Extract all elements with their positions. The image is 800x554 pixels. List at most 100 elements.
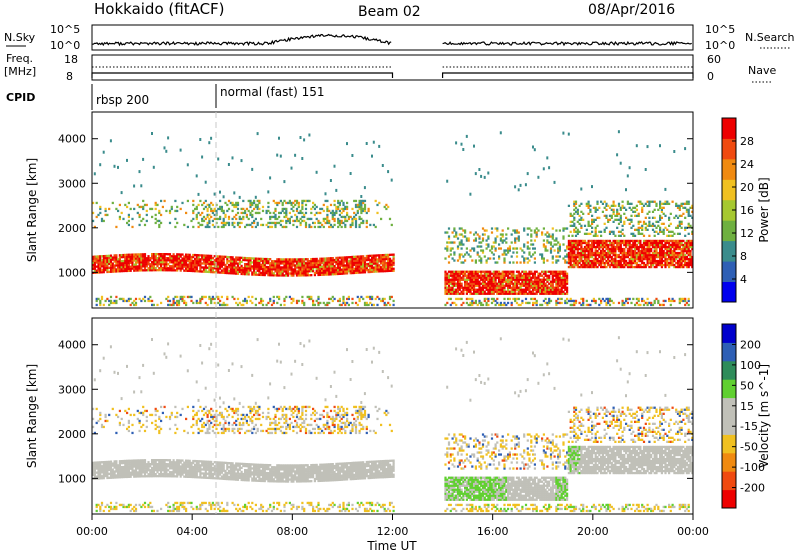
heatmap-cell	[637, 214, 640, 217]
heatmap-cell	[446, 276, 449, 279]
heatmap-cell	[376, 262, 379, 265]
heatmap-cell	[560, 301, 563, 305]
heatmap-cell	[619, 230, 622, 233]
heatmap-cell	[644, 247, 647, 251]
heatmap-cell	[603, 243, 606, 247]
heatmap-cell	[639, 257, 642, 261]
heatmap-cell	[549, 282, 553, 285]
heatmap-cell	[496, 301, 499, 305]
heatmap-cell	[219, 259, 222, 262]
heatmap-cell	[567, 299, 570, 303]
heatmap-cell	[503, 290, 506, 293]
heatmap-cell	[165, 267, 168, 270]
heatmap-cell	[344, 225, 347, 229]
heatmap-cell	[641, 299, 644, 303]
heatmap-cell	[278, 258, 281, 261]
heatmap-cell	[240, 256, 243, 259]
heatmap-cell	[292, 219, 295, 223]
heatmap-cell	[244, 269, 247, 272]
heatmap-cell	[460, 243, 463, 246]
heatmap-cell	[213, 261, 216, 264]
heatmap-cell	[290, 270, 293, 273]
heatmap-cell	[151, 261, 154, 264]
heatmap-cell	[583, 255, 587, 259]
heatmap-cell	[480, 245, 483, 248]
heatmap-cell	[192, 265, 195, 269]
heatmap-cell	[224, 255, 227, 258]
heatmap-cell	[642, 261, 646, 265]
heatmap-cell	[113, 258, 116, 261]
heatmap-cell	[238, 262, 241, 265]
heatmap-cell	[666, 200, 669, 203]
heatmap-cell	[646, 261, 649, 265]
heatmap-cell	[269, 299, 272, 303]
heatmap-cell	[485, 303, 488, 307]
heatmap-cell	[100, 295, 104, 299]
heatmap-cell	[569, 245, 572, 249]
heatmap-cell	[168, 209, 172, 213]
heatmap-cell	[490, 282, 494, 285]
heatmap-cell	[194, 270, 197, 273]
heatmap-cell	[625, 216, 628, 219]
heatmap-cell	[562, 286, 565, 289]
heatmap-cell	[480, 270, 483, 273]
heatmap-cell	[465, 237, 468, 240]
heatmap-cell	[583, 257, 587, 261]
heatmap-cell	[492, 270, 495, 273]
heatmap-cell	[621, 232, 624, 235]
heatmap-cell	[329, 259, 333, 262]
heatmap-cell	[625, 239, 628, 243]
heatmap-cell	[456, 270, 460, 273]
heatmap-cell	[478, 301, 481, 305]
heatmap-cell	[247, 261, 250, 264]
heatmap-cell	[668, 234, 671, 237]
heatmap-cell	[136, 267, 139, 270]
heatmap-cell	[621, 299, 624, 303]
heatmap-cell	[464, 282, 467, 285]
heatmap-cell	[256, 259, 259, 262]
heatmap-cell	[340, 211, 343, 215]
heatmap-cell	[480, 286, 483, 289]
heatmap-cell	[126, 259, 129, 262]
heatmap-cell	[485, 276, 488, 279]
heatmap-cell	[208, 205, 211, 209]
heatmap-cell	[315, 217, 318, 221]
heatmap-cell	[608, 263, 612, 267]
heatmap-cell	[333, 164, 336, 168]
heatmap-cell	[610, 261, 613, 265]
heatmap-cell	[265, 272, 268, 275]
heatmap-cell	[566, 301, 569, 305]
heatmap-cell	[201, 258, 204, 261]
heatmap-cell	[583, 224, 587, 227]
heatmap-cell	[206, 270, 209, 273]
heatmap-cell	[456, 237, 460, 240]
heatmap-cell	[138, 297, 141, 301]
heatmap-cell	[93, 259, 96, 262]
heatmap-cell	[668, 297, 671, 301]
heatmap-cell	[117, 266, 120, 269]
heatmap-cell	[641, 247, 644, 251]
heatmap-cell	[267, 221, 270, 225]
heatmap-cell	[650, 241, 653, 245]
heatmap-cell	[376, 270, 379, 273]
heatmap-cell	[344, 217, 347, 221]
heatmap-cell	[303, 264, 306, 267]
heatmap-cell	[290, 203, 293, 207]
heatmap-cell	[360, 217, 363, 221]
heatmap-cell	[258, 199, 261, 203]
heatmap-cell	[210, 270, 213, 274]
heatmap-cell	[689, 257, 692, 261]
heatmap-cell	[251, 203, 254, 207]
heatmap-cell	[648, 243, 651, 247]
heatmap-cell	[292, 272, 295, 275]
heatmap-cell	[97, 269, 100, 272]
heatmap-cell	[358, 271, 361, 274]
heatmap-cell	[351, 255, 354, 259]
heatmap-cell	[104, 474, 107, 478]
heatmap-cell	[283, 207, 286, 211]
heatmap-cell	[617, 218, 621, 221]
heatmap-cell	[351, 207, 354, 211]
heatmap-cell	[133, 269, 136, 272]
heatmap-cell	[653, 301, 656, 305]
heatmap-cell	[226, 257, 229, 261]
